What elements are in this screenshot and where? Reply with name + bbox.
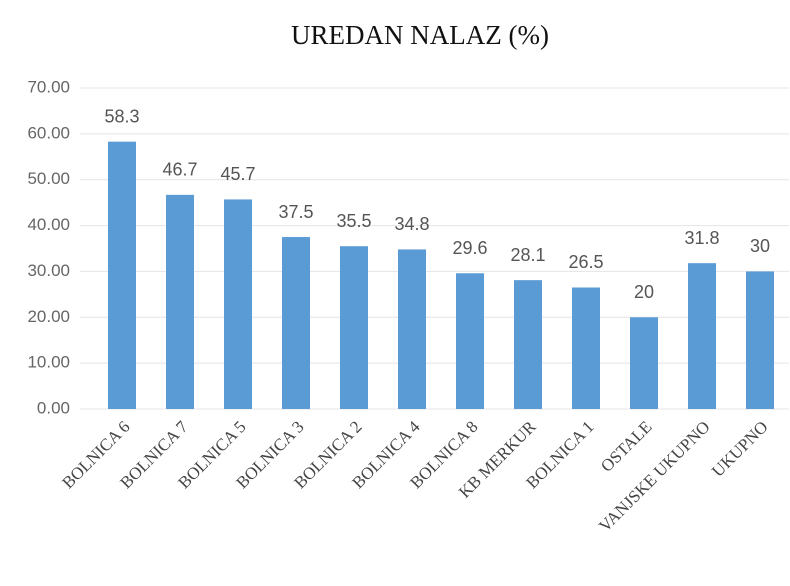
bar bbox=[514, 280, 542, 409]
y-tick-label: 0.00 bbox=[37, 398, 70, 417]
data-label: 34.8 bbox=[394, 214, 429, 234]
bar bbox=[456, 273, 484, 409]
data-label: 45.7 bbox=[220, 164, 255, 184]
y-tick-label: 50.00 bbox=[27, 169, 70, 188]
bar bbox=[340, 246, 368, 409]
chart-title: UREDAN NALAZ (%) bbox=[291, 20, 549, 50]
data-label: 28.1 bbox=[510, 245, 545, 265]
data-label: 30 bbox=[750, 236, 770, 256]
data-label: 37.5 bbox=[278, 202, 313, 222]
bar bbox=[398, 249, 426, 409]
data-label: 29.6 bbox=[452, 238, 487, 258]
data-label: 58.3 bbox=[104, 106, 139, 126]
y-tick-label: 10.00 bbox=[27, 353, 70, 372]
bar bbox=[746, 271, 774, 409]
data-label: 31.8 bbox=[684, 228, 719, 248]
x-tick-label: OSTALE bbox=[597, 417, 656, 476]
data-label: 35.5 bbox=[336, 211, 371, 231]
bar bbox=[630, 317, 658, 409]
data-label: 26.5 bbox=[568, 252, 603, 272]
bar bbox=[224, 199, 252, 409]
bar bbox=[166, 194, 194, 409]
bar bbox=[282, 237, 310, 409]
y-tick-label: 20.00 bbox=[27, 307, 70, 326]
bar bbox=[108, 141, 136, 409]
x-tick-label: VANJSKE UKUPNO bbox=[595, 417, 713, 535]
y-tick-label: 70.00 bbox=[27, 77, 70, 96]
data-label: 20 bbox=[634, 282, 654, 302]
x-tick-label: UKUPNO bbox=[708, 417, 772, 481]
y-tick-label: 60.00 bbox=[27, 123, 70, 142]
y-tick-label: 40.00 bbox=[27, 215, 70, 234]
bar bbox=[572, 287, 600, 409]
data-label: 46.7 bbox=[162, 160, 197, 180]
bar bbox=[688, 263, 716, 409]
y-tick-label: 30.00 bbox=[27, 261, 70, 280]
